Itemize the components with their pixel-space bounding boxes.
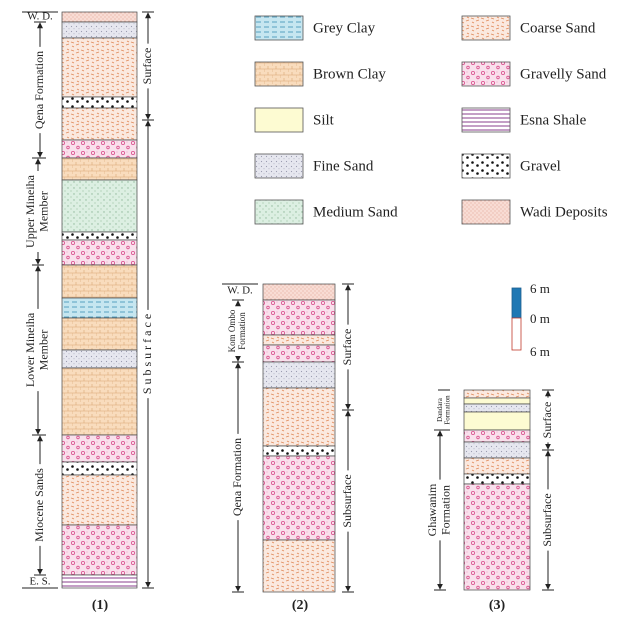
legend-label: Brown Clay <box>313 66 386 82</box>
legend-label: Esna Shale <box>520 112 587 128</box>
legend-swatch <box>254 107 304 133</box>
layer <box>61 96 138 109</box>
layer <box>262 387 336 447</box>
legend-swatch <box>461 107 511 133</box>
vertical-label: Qena Formation <box>32 51 46 129</box>
layer <box>61 574 138 589</box>
vertical-label: Dandara <box>436 397 444 422</box>
vertical-label: Lower Mineiha <box>23 312 37 387</box>
column-caption: (1) <box>92 598 109 613</box>
layer <box>61 317 138 351</box>
legend-swatch <box>461 153 511 179</box>
vertical-label: Subsurface <box>540 493 554 546</box>
scale-label: 6 m <box>530 344 550 359</box>
layer <box>262 455 336 541</box>
layer <box>61 11 138 23</box>
scale-label: 0 m <box>530 311 550 326</box>
legend-swatch <box>461 61 511 87</box>
vertical-label: S u b s u r f a c e <box>140 314 154 394</box>
vertical-label: Formation <box>237 312 247 350</box>
legend-label: Medium Sand <box>313 204 398 220</box>
vertical-label: Kom Ombo <box>227 309 237 352</box>
layer <box>262 344 336 363</box>
vertical-label: Surface <box>540 402 554 439</box>
vertical-label: Formation <box>438 485 452 535</box>
layer <box>61 139 138 159</box>
layer <box>61 107 138 141</box>
layer <box>463 429 531 443</box>
scale-upper <box>511 287 522 319</box>
layer <box>61 524 138 576</box>
bottom-label: E. S. <box>29 576 50 588</box>
layer <box>463 411 531 431</box>
legend-swatch <box>254 61 304 87</box>
legend-label: Coarse Sand <box>520 20 596 36</box>
scale-lower <box>511 317 522 351</box>
layer <box>463 473 531 485</box>
legend-label: Fine Sand <box>313 158 374 174</box>
layer <box>463 441 531 459</box>
legend-swatch <box>254 199 304 225</box>
legend-label: Gravelly Sand <box>520 66 607 82</box>
layer <box>463 389 531 399</box>
vertical-label: Formation <box>443 395 451 425</box>
layer <box>463 397 531 405</box>
layer <box>463 403 531 413</box>
layer <box>61 231 138 241</box>
layer <box>61 264 138 299</box>
layer <box>463 457 531 475</box>
layer <box>61 157 138 181</box>
layer <box>61 297 138 319</box>
column-caption: (2) <box>292 598 309 613</box>
legend-swatch <box>254 15 304 41</box>
layer <box>61 349 138 369</box>
layer <box>61 239 138 266</box>
layer <box>262 539 336 593</box>
legend-label: Gravel <box>520 158 561 174</box>
layer <box>262 361 336 389</box>
vertical-label: Subsurface <box>340 474 354 527</box>
layer <box>262 283 336 301</box>
column-caption: (3) <box>489 598 506 613</box>
layer <box>262 445 336 457</box>
layer <box>262 334 336 346</box>
vertical-label: Member <box>36 330 50 371</box>
legend-label: Grey Clay <box>313 20 376 36</box>
scale-label: 6 m <box>530 281 550 296</box>
content: Grey Clay Brown Clay Silt Fine Sand Medium S… <box>22 11 608 613</box>
vertical-label: Miocene Sands <box>32 468 46 542</box>
top-label: W. D. <box>227 285 253 297</box>
layer <box>61 474 138 526</box>
layer <box>61 179 138 233</box>
legend-swatch <box>254 153 304 179</box>
layer <box>262 299 336 336</box>
layer <box>61 367 138 436</box>
vertical-label: Ghawanim <box>425 483 439 536</box>
vertical-label: Member <box>36 191 50 232</box>
legend-label: Silt <box>313 112 335 128</box>
vertical-label: Qena Formation <box>230 438 244 516</box>
legend-swatch <box>461 15 511 41</box>
legend-label: Wadi Deposits <box>520 204 608 220</box>
top-label: W. D. <box>27 11 53 23</box>
vertical-label: Surface <box>340 329 354 366</box>
layer <box>61 37 138 98</box>
layer <box>61 461 138 476</box>
layer <box>61 434 138 463</box>
vertical-label: Upper Mineiha <box>23 174 37 248</box>
legend-swatch <box>461 199 511 225</box>
layer <box>463 483 531 591</box>
vertical-label: Surface <box>140 48 154 85</box>
layer <box>61 21 138 39</box>
